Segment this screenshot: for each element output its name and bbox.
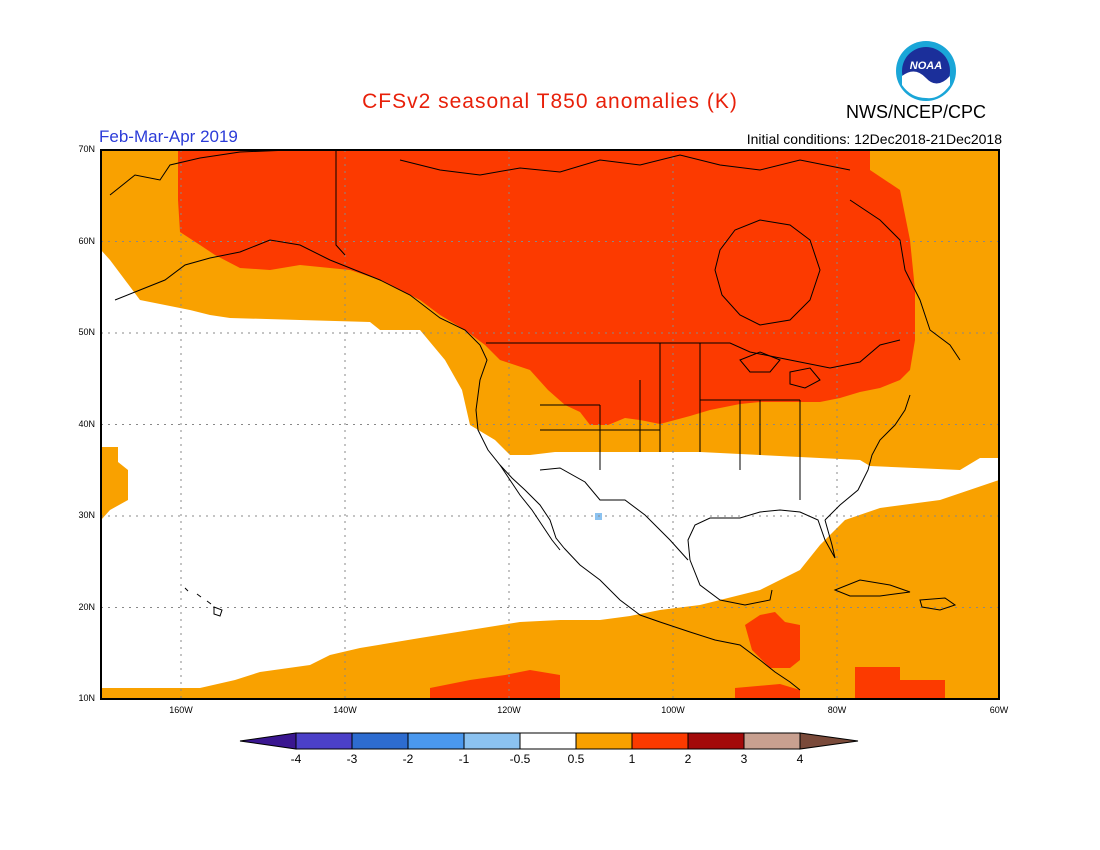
lat-tick-40n: 40N: [78, 419, 95, 429]
lon-tick-140w: 140W: [333, 705, 357, 715]
initial-conditions: Initial conditions: 12Dec2018-21Dec2018: [746, 131, 1002, 147]
colorbar-bin-0.5-1: [575, 732, 633, 750]
lon-tick-160w: 160W: [169, 705, 193, 715]
colorbar-label: 4: [796, 752, 804, 766]
colorbar-label: 2: [684, 752, 692, 766]
colorbar-bin-1-2: [631, 732, 689, 750]
colorbar-label: 3: [740, 752, 748, 766]
lat-tick-50n: 50N: [78, 327, 95, 337]
colorbar-bin--4--3: [295, 732, 353, 750]
lon-tick-60w: 60W: [989, 705, 1009, 715]
colorbar-bin-2-3: [687, 732, 745, 750]
lat-tick-30n: 30N: [78, 510, 95, 520]
agency-label: NWS/NCEP/CPC: [846, 102, 987, 122]
map-title: CFSv2 seasonal T850 anomalies (K): [362, 90, 738, 113]
noaa-logo: NOAA: [896, 41, 956, 101]
colorbar-arrow-low: [239, 732, 297, 750]
colorbar-bin--0.5-0.5: [519, 732, 577, 750]
anomaly-zone-1-2: [178, 150, 945, 699]
colorbar-bin--2--1: [407, 732, 465, 750]
lat-tick-10n: 10N: [78, 693, 95, 703]
lon-tick-80w: 80W: [827, 705, 847, 715]
colorbar-label: -3: [346, 752, 358, 766]
colorbar-bin--3--2: [351, 732, 409, 750]
colorbar-bin--1--0.5: [463, 732, 521, 750]
forecast-period: Feb-Mar-Apr 2019: [99, 127, 238, 146]
colorbar-label: 0.5: [567, 752, 585, 766]
colorbar-label: -4: [290, 752, 302, 766]
svg-text:NOAA: NOAA: [910, 60, 942, 72]
map-gridlines: [101, 150, 999, 699]
lon-tick-100w: 100W: [661, 705, 685, 715]
lat-tick-60n: 60N: [78, 236, 95, 246]
colorbar-label: 1: [628, 752, 636, 766]
colorbar-arrow-high: [799, 732, 859, 750]
lon-tick-120w: 120W: [497, 705, 521, 715]
colorbar-label: -2: [402, 752, 414, 766]
lat-tick-20n: 20N: [78, 602, 95, 612]
map-frame: [100, 149, 1000, 700]
map-coastlines: [109, 150, 961, 691]
lat-tick-70n: 70N: [78, 144, 95, 154]
colorbar-label: -1: [458, 752, 470, 766]
colorbar-label: -0.5: [509, 752, 531, 766]
colorbar-bin-3-4: [743, 732, 801, 750]
